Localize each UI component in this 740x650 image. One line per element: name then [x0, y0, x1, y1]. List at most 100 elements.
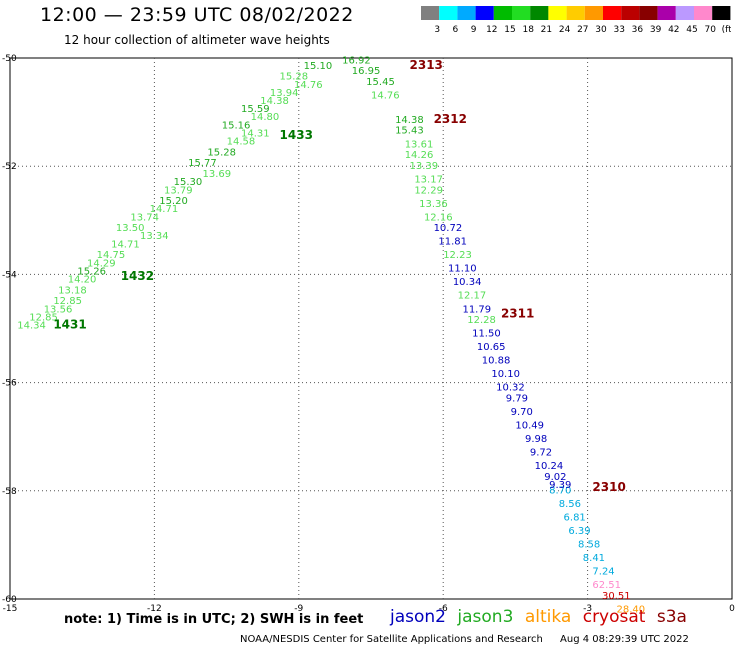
color-scale-label: 70	[704, 25, 716, 35]
lat-tick-label: -50	[2, 54, 17, 64]
wave-height-value: 13.17	[414, 174, 443, 185]
wave-height-value: 30.51	[602, 591, 631, 602]
wave-height-value: 13.18	[58, 285, 87, 296]
wave-height-value: 11.79	[462, 304, 491, 315]
color-scale-label: 33	[613, 25, 624, 35]
color-scale-label: 21	[541, 25, 552, 35]
color-scale-label: 24	[559, 25, 571, 35]
wave-height-value: 7.24	[592, 567, 614, 578]
wave-height-value: 15.30	[174, 177, 203, 188]
track-number-label: 1432	[121, 269, 154, 283]
wave-height-value: 14.76	[294, 80, 323, 91]
lat-tick-label: -52	[2, 162, 17, 172]
color-swatch	[439, 6, 458, 20]
color-scale-label: 42	[668, 25, 679, 35]
wave-height-value: 28.40	[616, 605, 645, 616]
color-swatch	[603, 6, 622, 20]
wave-height-value: 6.39	[568, 526, 590, 537]
wave-height-value: 14.75	[97, 250, 126, 261]
color-swatch	[530, 6, 549, 20]
track-number-label: 2310	[592, 480, 625, 494]
color-scale-label: 36	[632, 25, 644, 35]
wave-height-value: 12.28	[467, 315, 496, 326]
color-scale-label: 18	[522, 25, 534, 35]
color-swatch	[421, 6, 440, 20]
color-swatch	[566, 6, 585, 20]
wave-height-value: 14.38	[395, 115, 424, 126]
wave-height-value: 11.10	[448, 264, 477, 275]
wave-height-value: 14.26	[405, 150, 434, 161]
footer-date: Aug 4 08:29:39 UTC 2022	[560, 634, 689, 645]
color-swatch	[584, 6, 603, 20]
wave-height-value: 13.36	[419, 199, 448, 210]
legend-s3a: s3a	[656, 607, 687, 627]
page-title: 12:00 — 23:59 UTC 08/02/2022	[40, 4, 354, 26]
lon-tick-label: -9	[294, 604, 303, 614]
color-scale-label: 39	[650, 25, 662, 35]
color-swatch	[639, 6, 658, 20]
wave-height-value: 9.72	[530, 448, 552, 459]
wave-height-value: 10.10	[491, 369, 520, 380]
footer: NOAA/NESDIS Center for Satellite Applica…	[240, 634, 703, 645]
wave-height-value: 13.34	[140, 231, 169, 242]
color-swatch	[675, 6, 694, 20]
wave-height-value: 10.24	[535, 461, 564, 472]
page-subtitle: 12 hour collection of altimeter wave hei…	[64, 33, 330, 47]
wave-height-value: 9.98	[525, 434, 547, 445]
wave-height-value: 11.81	[438, 237, 467, 248]
color-scale-label: 3	[434, 25, 440, 35]
wave-height-value: 9.70	[511, 407, 533, 418]
wave-height-value: 15.10	[304, 61, 333, 72]
legend-jason2: jason2	[390, 607, 446, 627]
color-swatch	[475, 6, 494, 20]
wave-height-value: 9.02	[544, 472, 566, 483]
wave-height-value: 13.50	[116, 223, 145, 234]
wave-height-value: 12.85	[29, 312, 58, 323]
color-scale-label: 27	[577, 25, 588, 35]
wave-height-value: 12.16	[424, 212, 453, 223]
note-text: note: 1) Time is in UTC; 2) SWH is in fe…	[64, 612, 364, 627]
lon-tick-label: 0	[729, 604, 735, 614]
wave-height-value: 13.56	[44, 304, 73, 315]
wave-height-value: 14.31	[241, 128, 270, 139]
wave-height-value: 13.94	[270, 88, 299, 99]
color-scale-label: 12	[486, 25, 497, 35]
wave-height-value: 14.58	[227, 137, 256, 148]
lat-tick-label: -58	[2, 487, 17, 497]
wave-height-value: 15.45	[366, 77, 395, 88]
lon-tick-label: -12	[147, 604, 162, 614]
legend-cryosat: cryosat	[582, 607, 646, 627]
wave-height-value: 13.79	[164, 185, 193, 196]
wave-height-value: 14.71	[150, 204, 179, 215]
wave-height-value: 16.95	[352, 66, 381, 77]
color-swatch	[712, 6, 731, 20]
wave-height-value: 10.49	[515, 421, 544, 432]
track-number-label: 2313	[410, 58, 443, 72]
lon-tick-label: -6	[439, 604, 448, 614]
color-swatch	[694, 6, 713, 20]
legend-altika: altika	[524, 607, 572, 627]
wave-height-value: 10.32	[496, 383, 525, 394]
wave-height-value: 6.81	[564, 513, 586, 524]
wave-height-value: 14.71	[111, 239, 140, 250]
wave-height-value: 15.26	[77, 266, 106, 277]
wave-height-value: 15.16	[222, 120, 251, 131]
wave-height-value: 62.51	[592, 580, 621, 591]
footer-center: NOAA/NESDIS Center for Satellite Applica…	[240, 634, 543, 645]
color-scale-label: 45	[686, 25, 697, 35]
color-scale-label: 15	[504, 25, 515, 35]
lat-tick-label: -60	[2, 595, 17, 605]
color-swatch	[512, 6, 531, 20]
wave-height-value: 15.77	[188, 158, 217, 169]
wave-height-value: 14.80	[251, 112, 280, 123]
axis-labels: -50 -52 -54 -56 -58 -60-15 -12 -9 -6 -3 0	[2, 54, 735, 614]
color-swatch	[548, 6, 567, 20]
color-swatch	[657, 6, 676, 20]
lon-tick-label: -15	[3, 604, 18, 614]
satellite-legend: jason2 jason3 altika cryosat s3a	[390, 607, 693, 627]
track-number-label: 1433	[280, 128, 313, 142]
color-swatch	[457, 6, 476, 20]
